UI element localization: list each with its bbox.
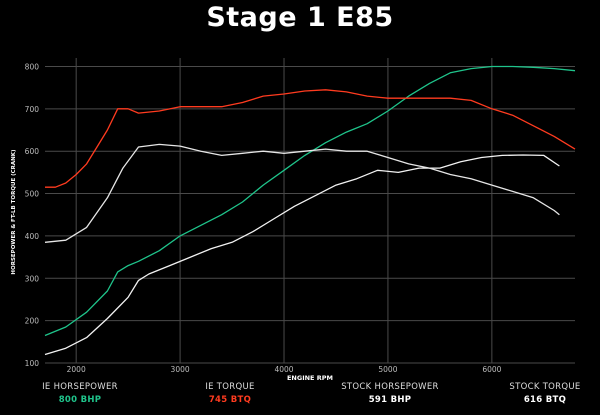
y-tick-label: 500 <box>25 190 40 199</box>
legend-label: IE HORSEPOWER <box>42 382 118 392</box>
x-tick-label: 3000 <box>171 365 190 374</box>
y-tick-label: 700 <box>25 105 40 114</box>
y-tick-label: 600 <box>25 147 40 156</box>
legend-ie-torque: IE TORQUE 745 BTQ <box>195 382 265 405</box>
x-tick-label: 4000 <box>274 365 293 374</box>
y-tick-label: 400 <box>25 232 40 241</box>
y-axis-label: HORSEPOWER & FT-LB TORQUE (CRANK) <box>11 149 17 275</box>
legend-label: IE TORQUE <box>205 382 255 392</box>
series-line-stock-horsepower <box>44 154 560 356</box>
series-line-ie-torque <box>45 89 576 188</box>
y-tick-labels: 100 200 300 400 500 600 700 800 <box>25 62 40 368</box>
chart-title: Stage 1 E85 <box>206 2 394 33</box>
y-tick-label: 200 <box>25 317 40 326</box>
legend-value: 591 BHP <box>368 395 412 405</box>
legend-label: STOCK HORSEPOWER <box>341 382 439 392</box>
y-tick-label: 300 <box>25 274 40 283</box>
legend-value: 616 BTQ <box>523 395 567 405</box>
x-axis-label: ENGINE RPM <box>287 374 333 382</box>
legend-value: 745 BTQ <box>208 395 252 405</box>
series-line-stock-torque <box>44 143 560 243</box>
legend-ie-horsepower: IE HORSEPOWER 800 BHP <box>40 382 120 405</box>
x-tick-label: 6000 <box>482 365 501 374</box>
x-tick-labels: 2000 3000 4000 5000 6000 <box>67 365 502 374</box>
x-tick-label: 5000 <box>378 365 397 374</box>
legend-stock-horsepower: STOCK HORSEPOWER 591 BHP <box>340 382 440 405</box>
legend-stock-torque: STOCK TORQUE 616 BTQ <box>505 382 585 405</box>
x-tick-label: 2000 <box>67 365 86 374</box>
legend-value: 800 BHP <box>58 395 102 405</box>
y-tick-label: 100 <box>25 359 40 368</box>
series-line-ie-horsepower <box>44 65 576 337</box>
y-tick-label: 800 <box>25 62 40 71</box>
grid-lines <box>45 58 575 364</box>
series-lines <box>44 65 576 356</box>
legend-label: STOCK TORQUE <box>509 382 581 392</box>
